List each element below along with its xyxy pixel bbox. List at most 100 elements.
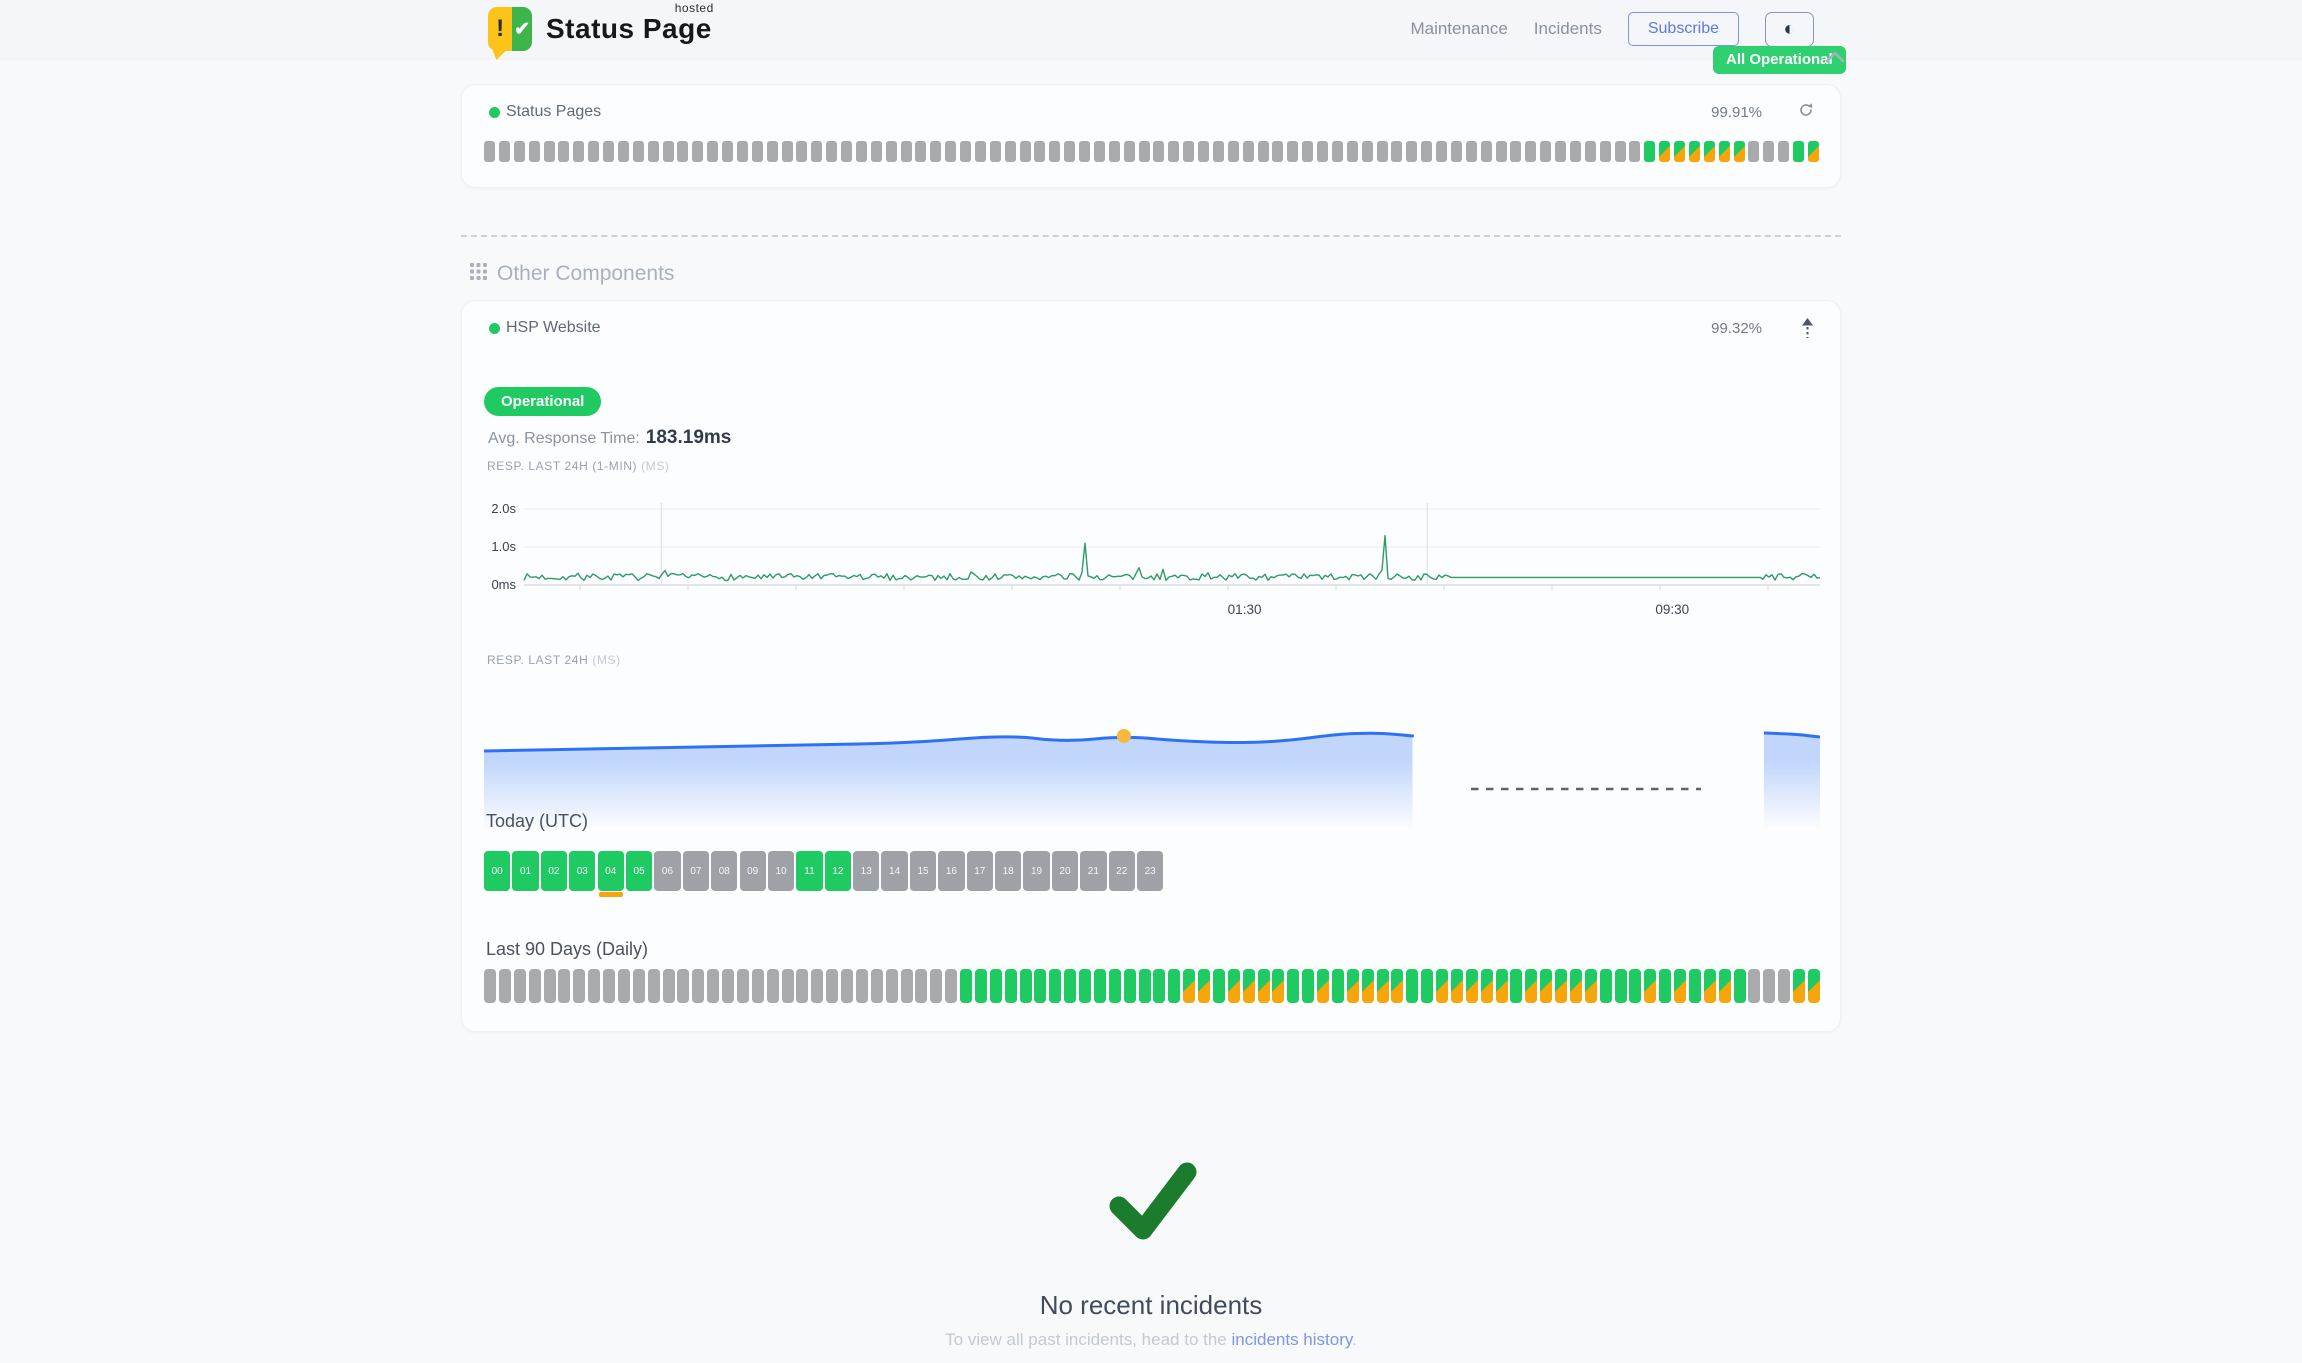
uptime-bar[interactable] bbox=[543, 969, 556, 1003]
hour-cell[interactable]: 01 bbox=[512, 851, 539, 891]
uptime-bar[interactable] bbox=[1257, 969, 1270, 1003]
uptime-bar[interactable] bbox=[647, 969, 660, 1003]
uptime-bar[interactable] bbox=[826, 969, 839, 1003]
uptime-bar[interactable] bbox=[1807, 141, 1819, 162]
uptime-bar[interactable] bbox=[1153, 141, 1165, 162]
uptime-bar[interactable] bbox=[1317, 141, 1328, 162]
uptime-bar[interactable] bbox=[692, 969, 705, 1003]
hour-cell[interactable]: 23 bbox=[1136, 851, 1164, 891]
uptime-bar[interactable] bbox=[870, 141, 882, 162]
uptime-bar[interactable] bbox=[1793, 141, 1804, 162]
uptime-bar[interactable] bbox=[603, 141, 614, 162]
uptime-bar[interactable] bbox=[1272, 141, 1284, 162]
uptime-bar[interactable] bbox=[1079, 141, 1090, 162]
uptime-bar[interactable] bbox=[885, 141, 897, 162]
component-row-status-pages[interactable]: Status Pages 99.91% bbox=[462, 85, 1840, 137]
uptime-bar[interactable] bbox=[1168, 141, 1180, 162]
nav-maintenance[interactable]: Maintenance bbox=[1410, 19, 1508, 38]
uptime-bar[interactable] bbox=[1495, 141, 1507, 162]
component-row-hsp-website[interactable]: HSP Website 99.32% bbox=[462, 301, 1840, 353]
hour-cell[interactable]: 04 bbox=[597, 851, 624, 897]
uptime-bar[interactable] bbox=[1540, 141, 1552, 162]
uptime-bar[interactable] bbox=[1108, 141, 1120, 162]
hour-cell[interactable]: 13 bbox=[853, 851, 880, 891]
uptime-bar[interactable] bbox=[989, 141, 1001, 162]
uptime-bar[interactable] bbox=[930, 969, 943, 1003]
uptime-bar[interactable] bbox=[1436, 141, 1447, 162]
uptime-bar[interactable] bbox=[1807, 969, 1820, 1003]
uptime-bar[interactable] bbox=[1004, 969, 1017, 1003]
uptime-bar[interactable] bbox=[1421, 141, 1433, 162]
uptime-bar[interactable] bbox=[945, 969, 958, 1003]
uptime-bar[interactable] bbox=[1287, 969, 1300, 1003]
uptime-bar[interactable] bbox=[1034, 969, 1047, 1003]
hour-cell[interactable]: 16 bbox=[938, 851, 965, 891]
uptime-bar[interactable] bbox=[841, 969, 853, 1003]
uptime-bar[interactable] bbox=[885, 969, 898, 1003]
uptime-bar[interactable] bbox=[1361, 969, 1374, 1003]
uptime-bar[interactable] bbox=[588, 969, 601, 1003]
uptime-strip[interactable] bbox=[484, 141, 1819, 162]
uptime-bar[interactable] bbox=[1212, 141, 1224, 162]
uptime-bar[interactable] bbox=[1227, 969, 1240, 1003]
theme-toggle-button[interactable]: ◐ bbox=[1765, 11, 1814, 47]
uptime-bar[interactable] bbox=[1183, 969, 1196, 1003]
uptime-bar[interactable] bbox=[647, 141, 659, 162]
uptime-bar[interactable] bbox=[632, 969, 645, 1003]
uptime-bar[interactable] bbox=[1391, 141, 1403, 162]
uptime-bar[interactable] bbox=[945, 141, 957, 162]
uptime-bar[interactable] bbox=[1763, 141, 1775, 162]
hour-cell[interactable]: 02 bbox=[540, 851, 568, 891]
uptime-bar[interactable] bbox=[1093, 969, 1106, 1003]
uptime-bar[interactable] bbox=[766, 969, 779, 1003]
hour-cell[interactable]: 00 bbox=[484, 851, 511, 891]
brand-logo[interactable]: ! ✔ Status Page hosted bbox=[488, 1, 713, 60]
hour-cell[interactable]: 18 bbox=[995, 851, 1022, 891]
uptime-bar[interactable] bbox=[751, 141, 763, 162]
uptime-bar[interactable] bbox=[1748, 969, 1761, 1003]
uptime-bar[interactable] bbox=[1659, 969, 1672, 1003]
uptime-bar[interactable] bbox=[1331, 141, 1343, 162]
uptime-bar[interactable] bbox=[1480, 141, 1492, 162]
uptime-bar[interactable] bbox=[1703, 969, 1716, 1003]
uptime-bar[interactable] bbox=[1257, 141, 1269, 162]
uptime-bar[interactable] bbox=[498, 969, 511, 1003]
uptime-bar[interactable] bbox=[707, 141, 719, 162]
uptime-bar[interactable] bbox=[1436, 969, 1448, 1003]
uptime-bar[interactable] bbox=[662, 141, 674, 162]
hour-cell[interactable]: 07 bbox=[682, 851, 710, 891]
uptime-bar[interactable] bbox=[1718, 969, 1731, 1003]
uptime-bar[interactable] bbox=[1093, 141, 1105, 162]
uptime-bar[interactable] bbox=[1778, 141, 1790, 162]
uptime-bar[interactable] bbox=[1242, 141, 1254, 162]
uptime-bar[interactable] bbox=[811, 141, 823, 162]
uptime-bar[interactable] bbox=[1227, 141, 1239, 162]
hour-cell[interactable]: 21 bbox=[1080, 851, 1107, 891]
uptime-bar[interactable] bbox=[1064, 141, 1076, 162]
uptime-bar[interactable] bbox=[573, 141, 585, 162]
uptime-bar[interactable] bbox=[1778, 969, 1791, 1003]
uptime-bar[interactable] bbox=[1376, 969, 1389, 1003]
uptime-bar[interactable] bbox=[1346, 969, 1359, 1003]
response-time-line-chart[interactable]: 2.0s 1.0s 0ms 01:30 09:30 bbox=[484, 499, 1820, 627]
uptime-bar[interactable] bbox=[1495, 969, 1508, 1003]
uptime-bar[interactable] bbox=[796, 969, 809, 1003]
uptime-bar[interactable] bbox=[960, 141, 971, 162]
uptime-bar[interactable] bbox=[1644, 141, 1656, 162]
uptime-bar[interactable] bbox=[1406, 141, 1418, 162]
uptime-bar[interactable] bbox=[1674, 141, 1685, 162]
uptime-bar[interactable] bbox=[736, 141, 748, 162]
uptime-bar[interactable] bbox=[558, 141, 570, 162]
uptime-bar[interactable] bbox=[484, 141, 495, 162]
hour-cell[interactable]: 14 bbox=[881, 851, 908, 891]
hour-cell[interactable]: 20 bbox=[1051, 851, 1079, 891]
uptime-bar[interactable] bbox=[1733, 969, 1746, 1003]
uptime-bar[interactable] bbox=[1049, 969, 1062, 1003]
uptime-bar[interactable] bbox=[1718, 141, 1730, 162]
uptime-bar[interactable] bbox=[766, 141, 778, 162]
uptime-bar[interactable] bbox=[736, 969, 749, 1003]
uptime-bar[interactable] bbox=[1212, 969, 1225, 1003]
uptime-bar[interactable] bbox=[1421, 969, 1434, 1003]
uptime-bar[interactable] bbox=[1555, 969, 1567, 1003]
uptime-bar[interactable] bbox=[1659, 141, 1671, 162]
